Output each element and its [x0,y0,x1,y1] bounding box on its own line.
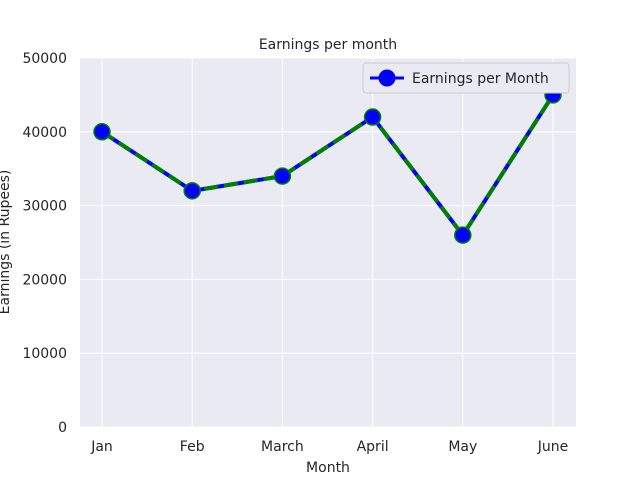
y-tick-label: 40000 [22,125,67,141]
series-line-dashed-overlay [100,93,555,238]
y-tick-label: 50000 [22,51,67,67]
legend-marker-sample [378,69,396,87]
chart-title: Earnings per month [259,37,397,53]
plot-background [80,58,576,427]
x-tick-label: Feb [180,439,205,455]
x-tick-label: April [357,439,389,455]
y-axis-label: Earnings (in Rupees) [0,170,13,315]
x-tick-label: May [448,439,477,455]
y-tick-label: 20000 [22,272,67,288]
y-tick-label: 0 [58,420,67,436]
x-axis-label: Month [306,460,350,476]
data-point [273,167,292,185]
legend: Earnings per Month [362,62,570,94]
series-layer [93,86,562,244]
legend-series-label: Earnings per Month [412,71,549,87]
x-tick-label: Jan [90,439,113,455]
data-point [454,226,472,244]
data-point [183,182,201,200]
y-axis-ticks: 0 10000 20000 30000 40000 50000 [22,51,67,436]
legend-box [362,62,570,94]
data-point [363,108,382,126]
x-tick-label: June [537,439,569,455]
y-tick-label: 10000 [22,346,67,362]
x-axis-ticks: Jan Feb March April May June [90,439,568,455]
data-point [93,123,111,141]
x-tick-label: March [261,439,304,455]
grid-lines [80,57,576,428]
y-tick-label: 30000 [22,199,67,215]
